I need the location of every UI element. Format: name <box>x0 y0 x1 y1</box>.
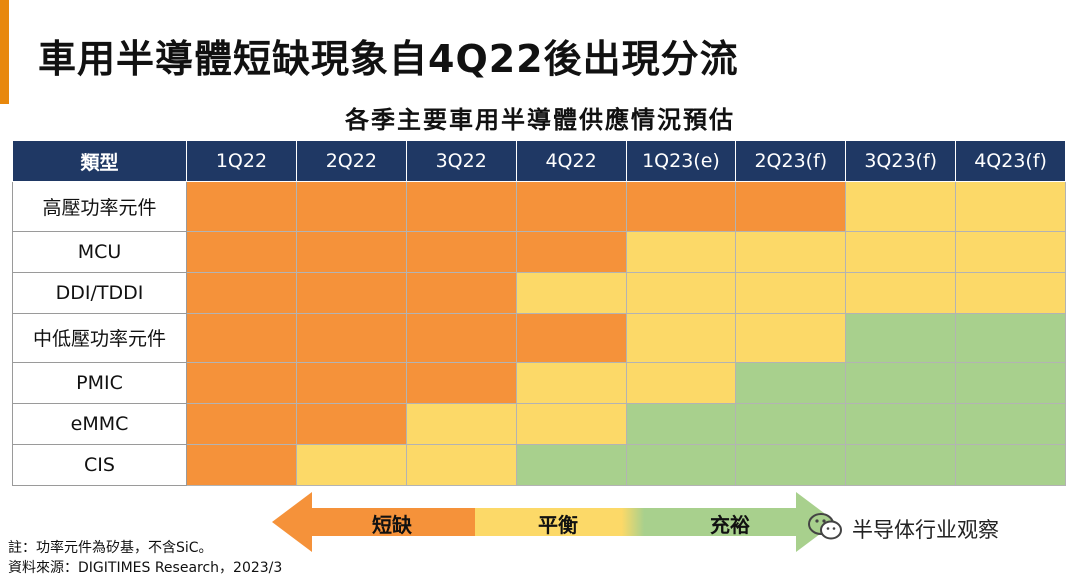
status-cell <box>515 271 627 314</box>
page-title: 車用半導體短缺現象自4Q22後出現分流 <box>38 37 739 81</box>
status-cell <box>845 312 957 364</box>
row-label: 高壓功率元件 <box>12 181 187 232</box>
status-cell <box>955 271 1066 314</box>
row-label: PMIC <box>12 362 187 405</box>
status-cell <box>295 181 407 232</box>
supply-status-table: 類型 1Q22 2Q22 3Q22 4Q22 1Q23(e) 2Q23(f) 3Q23(f) 4… <box>12 140 1066 486</box>
status-cell <box>845 403 957 446</box>
status-cell <box>625 181 737 232</box>
column-header: 3Q22 <box>405 140 517 182</box>
status-cell <box>625 362 737 405</box>
status-cell <box>405 181 517 232</box>
status-cell <box>955 403 1066 446</box>
table-header-row: 類型 1Q22 2Q22 3Q22 4Q22 1Q23(e) 2Q23(f) 3Q23(f) 4… <box>12 140 1066 182</box>
status-cell <box>845 230 957 273</box>
status-cell <box>845 271 957 314</box>
table-row: MCU <box>12 230 1066 273</box>
status-cell <box>515 444 627 486</box>
status-cell <box>955 181 1066 232</box>
status-cell <box>186 362 297 405</box>
status-cell <box>735 403 847 446</box>
status-cell <box>295 312 407 364</box>
status-cell <box>625 403 737 446</box>
legend-arrow <box>272 492 836 552</box>
table-row: CIS <box>12 444 1066 486</box>
column-header: 1Q23(e) <box>625 140 737 182</box>
row-label: DDI/TDDI <box>12 271 187 314</box>
status-cell <box>625 444 737 486</box>
status-cell <box>955 362 1066 405</box>
status-cell <box>186 181 297 232</box>
status-cell <box>186 403 297 446</box>
status-cell <box>186 271 297 314</box>
status-cell <box>295 444 407 486</box>
status-cell <box>405 312 517 364</box>
source-note: 資料來源：DIGITIMES Research，2023/3 <box>8 560 283 576</box>
status-cell <box>186 312 297 364</box>
table-row: 高壓功率元件 <box>12 181 1066 232</box>
status-cell <box>295 403 407 446</box>
status-cell <box>625 230 737 273</box>
row-label: CIS <box>12 444 187 486</box>
legend-label-shortage: 短缺 <box>372 513 412 537</box>
status-cell <box>515 312 627 364</box>
status-cell <box>515 181 627 232</box>
legend: 短缺 平衡 充裕 <box>272 491 836 553</box>
footnote: 註：功率元件為矽基，不含SiC。 <box>8 540 213 556</box>
watermark-name: 半导体行业观察 <box>852 518 999 542</box>
status-cell <box>735 181 847 232</box>
row-label: MCU <box>12 230 187 273</box>
column-header: 4Q22 <box>515 140 627 182</box>
column-header: 2Q22 <box>295 140 407 182</box>
status-cell <box>955 230 1066 273</box>
status-cell <box>405 271 517 314</box>
table-row: PMIC <box>12 362 1066 405</box>
status-cell <box>735 362 847 405</box>
status-cell <box>515 230 627 273</box>
column-header: 3Q23(f) <box>845 140 957 182</box>
table-body: 高壓功率元件 MCU DDI/TDDI 中低壓功率元件 PMIC eMMC CIS <box>12 181 1066 486</box>
status-cell <box>405 230 517 273</box>
status-cell <box>735 230 847 273</box>
status-cell <box>735 444 847 486</box>
status-cell <box>186 230 297 273</box>
status-cell <box>845 444 957 486</box>
status-cell <box>955 312 1066 364</box>
column-header: 4Q23(f) <box>955 140 1066 182</box>
status-cell <box>405 403 517 446</box>
legend-label-balance: 平衡 <box>538 513 578 537</box>
column-header: 2Q23(f) <box>735 140 847 182</box>
status-cell <box>295 271 407 314</box>
status-cell <box>845 362 957 405</box>
status-cell <box>186 444 297 486</box>
status-cell <box>295 230 407 273</box>
status-cell <box>625 271 737 314</box>
row-label: 中低壓功率元件 <box>12 312 187 364</box>
legend-label-surplus: 充裕 <box>710 513 750 537</box>
status-cell <box>845 181 957 232</box>
accent-bar <box>0 0 9 104</box>
status-cell <box>515 362 627 405</box>
status-cell <box>625 312 737 364</box>
watermark: 半导体行业观察 <box>808 512 999 546</box>
status-cell <box>955 444 1066 486</box>
status-cell <box>405 444 517 486</box>
status-cell <box>515 403 627 446</box>
table-row: 中低壓功率元件 <box>12 312 1066 364</box>
status-cell <box>735 271 847 314</box>
status-cell <box>735 312 847 364</box>
column-header-type: 類型 <box>12 140 187 182</box>
row-label: eMMC <box>12 403 187 446</box>
status-cell <box>295 362 407 405</box>
table-row: DDI/TDDI <box>12 271 1066 314</box>
column-header: 1Q22 <box>186 140 297 182</box>
chart-subtitle: 各季主要車用半導體供應情況預估 <box>345 106 735 134</box>
wechat-icon <box>808 512 844 546</box>
status-cell <box>405 362 517 405</box>
table-row: eMMC <box>12 403 1066 446</box>
